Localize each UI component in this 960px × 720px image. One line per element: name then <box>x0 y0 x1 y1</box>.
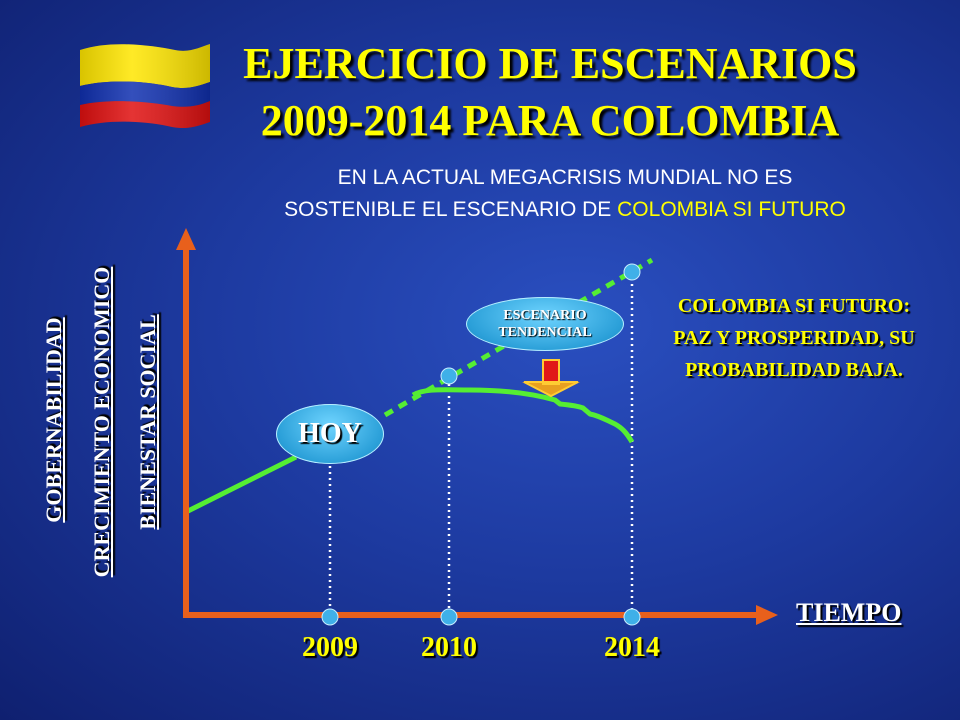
tendencial-curve <box>411 387 635 444</box>
escenario-label-1: ESCENARIO <box>503 308 587 323</box>
y-label-gobernabilidad: GOBERNABILIDAD <box>41 317 66 523</box>
subtitle-prefix: SOSTENIBLE EL ESCENARIO DE <box>284 198 618 221</box>
down-arrow-icon <box>522 359 580 398</box>
y-label-crecimiento: CRECIMIENTO ECONOMICO <box>89 266 114 578</box>
year-2014: 2014 <box>604 632 660 663</box>
escenario-label-2: TENDENCIAL <box>498 325 592 340</box>
y-axis-arrow <box>176 228 196 250</box>
marker-2010 <box>440 608 458 626</box>
marker-2014 <box>623 608 641 626</box>
year-2010: 2010 <box>421 632 477 663</box>
x-axis-label: TIEMPO <box>796 598 902 627</box>
subtitle-line-2: SOSTENIBLE EL ESCENARIO DE COLOMBIA SI F… <box>170 198 960 222</box>
marker-2009 <box>321 608 339 626</box>
hoy-bubble: HOY <box>276 404 384 464</box>
marker-2010-top <box>440 367 458 385</box>
scenario-text-1: COLOMBIA SI FUTURO: <box>677 295 911 317</box>
year-2009: 2009 <box>302 632 358 663</box>
marker-2014-top <box>623 263 641 281</box>
x-axis-arrow <box>756 605 778 625</box>
scenario-text-2: PAZ Y PROSPERIDAD, SU <box>673 327 915 349</box>
title-line-2: 2009-2014 PARA COLOMBIA <box>260 96 840 145</box>
subtitle-line-1: EN LA ACTUAL MEGACRISIS MUNDIAL NO ES <box>337 166 793 189</box>
scenario-text-3: PROBABILIDAD BAJA. <box>685 359 903 381</box>
y-label-bienestar: BIENESTAR SOCIAL <box>135 314 160 530</box>
title-line-1: EJERCICIO DE ESCENARIOS <box>243 39 857 88</box>
escenario-tendencial-bubble: ESCENARIO TENDENCIAL <box>466 297 624 351</box>
historical-line <box>184 454 298 515</box>
subtitle-highlight: COLOMBIA SI FUTURO <box>617 198 846 221</box>
